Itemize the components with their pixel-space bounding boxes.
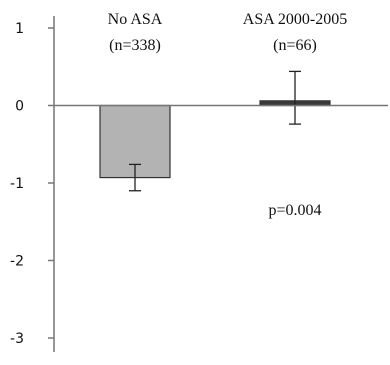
category-label-line1: No ASA bbox=[108, 11, 163, 28]
y-tick-label: -2 bbox=[10, 254, 24, 270]
category-labels: No ASA (n=338) ASA 2000-2005 (n=66) bbox=[108, 11, 348, 54]
y-tick-label: -1 bbox=[10, 176, 24, 192]
y-tick-label: 0 bbox=[15, 99, 24, 115]
y-axis: 1 0 -1 -2 -3 bbox=[10, 16, 55, 352]
error-bars bbox=[129, 70, 301, 192]
p-value-annotation: p=0.004 bbox=[268, 202, 321, 219]
category-label-line2: (n=338) bbox=[109, 37, 161, 54]
category-label-line1: ASA 2000-2005 bbox=[243, 11, 347, 28]
y-tick-label: 1 bbox=[15, 21, 24, 37]
category-label-line2: (n=66) bbox=[273, 37, 317, 54]
y-tick-label: -3 bbox=[10, 331, 24, 347]
